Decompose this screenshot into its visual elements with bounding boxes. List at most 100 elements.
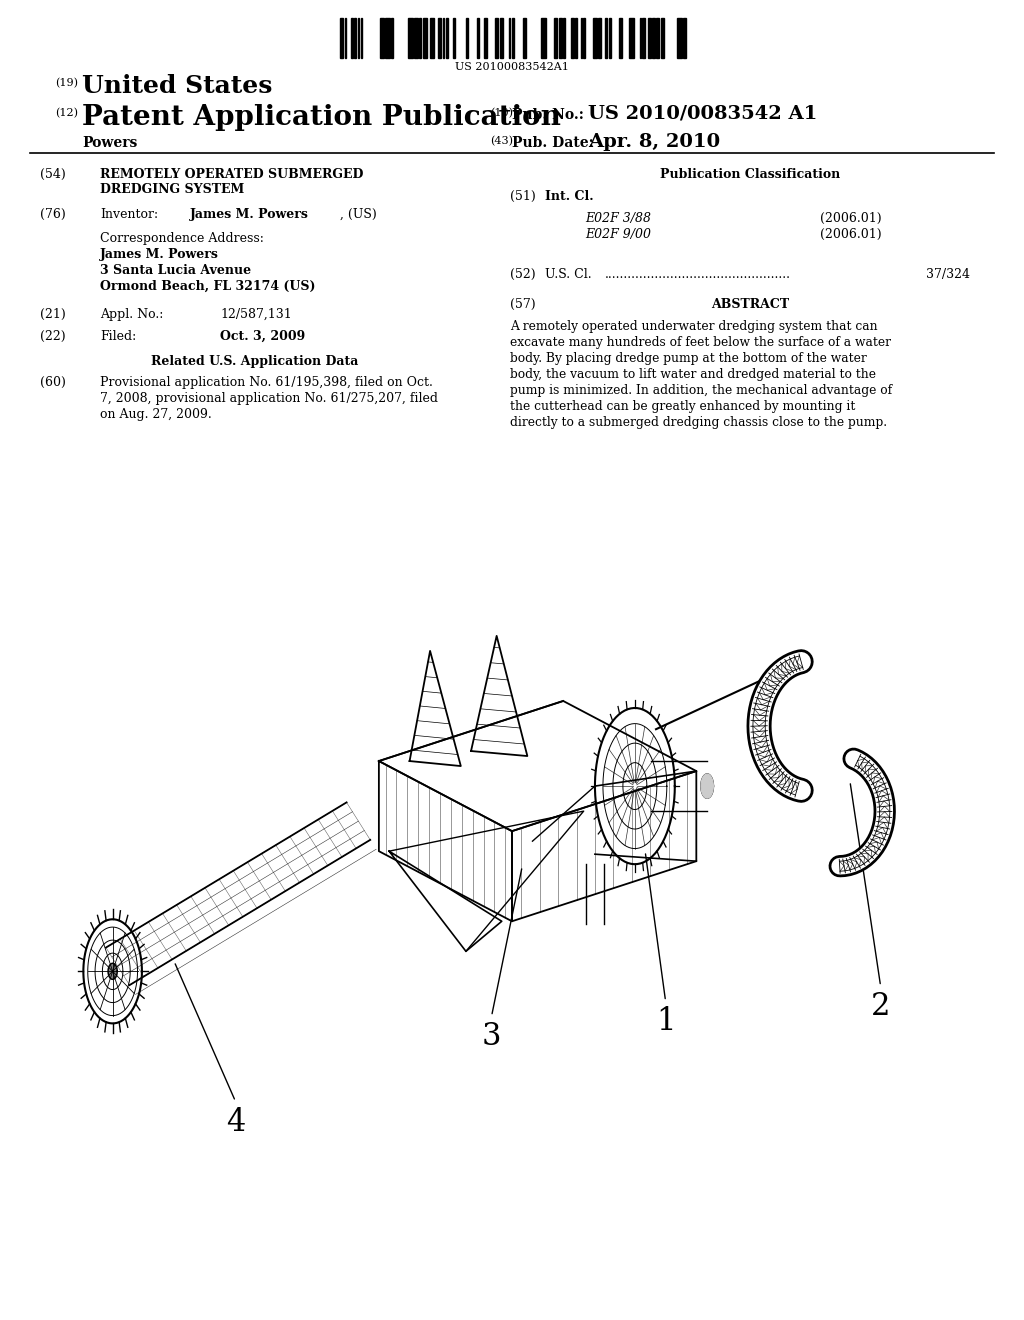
Text: on Aug. 27, 2009.: on Aug. 27, 2009. xyxy=(100,408,212,421)
Bar xyxy=(442,18,444,58)
Text: (22): (22) xyxy=(40,330,66,343)
Text: United States: United States xyxy=(82,74,272,98)
Bar xyxy=(571,18,573,58)
Bar xyxy=(453,18,455,58)
Text: 4: 4 xyxy=(226,1106,245,1138)
Bar xyxy=(445,18,449,58)
Polygon shape xyxy=(109,964,117,979)
Bar xyxy=(483,18,487,58)
Text: 7, 2008, provisional application No. 61/275,207, filed: 7, 2008, provisional application No. 61/… xyxy=(100,392,438,405)
Text: 1: 1 xyxy=(655,1006,676,1038)
Bar xyxy=(677,18,682,58)
Text: REMOTELY OPERATED SUBMERGED: REMOTELY OPERATED SUBMERGED xyxy=(100,168,364,181)
Text: excavate many hundreds of feet below the surface of a water: excavate many hundreds of feet below the… xyxy=(510,337,891,348)
Text: (21): (21) xyxy=(40,308,66,321)
Text: Int. Cl.: Int. Cl. xyxy=(545,190,594,203)
Bar xyxy=(344,18,346,58)
Bar xyxy=(522,18,526,58)
Bar xyxy=(360,18,362,58)
Bar xyxy=(597,18,601,58)
Bar xyxy=(583,18,585,58)
Text: (76): (76) xyxy=(40,209,66,220)
Bar xyxy=(354,18,355,58)
Text: A remotely operated underwater dredging system that can: A remotely operated underwater dredging … xyxy=(510,319,878,333)
Bar xyxy=(554,18,557,58)
Bar xyxy=(581,18,582,58)
Text: the cutterhead can be greatly enhanced by mounting it: the cutterhead can be greatly enhanced b… xyxy=(510,400,855,413)
Bar xyxy=(423,18,427,58)
Text: Publication Classification: Publication Classification xyxy=(659,168,840,181)
Bar xyxy=(476,18,479,58)
Text: DREDGING SYSTEM: DREDGING SYSTEM xyxy=(100,183,245,195)
Text: US 2010/0083542 A1: US 2010/0083542 A1 xyxy=(588,106,817,123)
Bar xyxy=(509,18,510,58)
Text: ABSTRACT: ABSTRACT xyxy=(711,298,790,312)
Bar xyxy=(419,18,421,58)
Text: directly to a submerged dredging chassis close to the pump.: directly to a submerged dredging chassis… xyxy=(510,416,887,429)
Text: 37/324: 37/324 xyxy=(926,268,970,281)
Bar xyxy=(593,18,597,58)
Text: 3 Santa Lucia Avenue: 3 Santa Lucia Avenue xyxy=(100,264,251,277)
Bar xyxy=(390,18,393,58)
Bar xyxy=(466,18,468,58)
Bar xyxy=(575,18,577,58)
Text: 12/587,131: 12/587,131 xyxy=(220,308,292,321)
Text: Ormond Beach, FL 32174 (US): Ormond Beach, FL 32174 (US) xyxy=(100,280,315,293)
Bar xyxy=(357,18,359,58)
Text: Provisional application No. 61/195,398, filed on Oct.: Provisional application No. 61/195,398, … xyxy=(100,376,433,389)
Text: E02F 3/88: E02F 3/88 xyxy=(585,213,651,224)
Text: E02F 9/00: E02F 9/00 xyxy=(585,228,651,242)
Bar xyxy=(656,18,658,58)
Text: (19): (19) xyxy=(55,78,78,88)
Text: (43): (43) xyxy=(490,136,513,147)
Text: Pub. No.:: Pub. No.: xyxy=(512,108,584,121)
Text: Apr. 8, 2010: Apr. 8, 2010 xyxy=(588,133,720,150)
Bar xyxy=(563,18,564,58)
Text: (60): (60) xyxy=(40,376,66,389)
Bar xyxy=(512,18,514,58)
Bar xyxy=(608,18,611,58)
Bar xyxy=(642,18,644,58)
Text: Pub. Date:: Pub. Date: xyxy=(512,136,594,150)
Text: pump is minimized. In addition, the mechanical advantage of: pump is minimized. In addition, the mech… xyxy=(510,384,892,397)
Text: Oct. 3, 2009: Oct. 3, 2009 xyxy=(220,330,305,343)
Bar xyxy=(651,18,655,58)
Text: (51): (51) xyxy=(510,190,536,203)
Bar xyxy=(430,18,433,58)
Text: ................................................: ........................................… xyxy=(605,268,791,281)
Text: body. By placing dredge pump at the bottom of the water: body. By placing dredge pump at the bott… xyxy=(510,352,866,366)
Text: James M. Powers: James M. Powers xyxy=(100,248,219,261)
Text: U.S. Cl.: U.S. Cl. xyxy=(545,268,592,281)
Text: (10): (10) xyxy=(490,108,513,119)
Bar xyxy=(618,18,622,58)
Bar xyxy=(351,18,352,58)
Text: (2006.01): (2006.01) xyxy=(820,213,882,224)
Bar xyxy=(438,18,440,58)
Bar xyxy=(408,18,413,58)
Text: US 20100083542A1: US 20100083542A1 xyxy=(455,62,569,73)
Text: (2006.01): (2006.01) xyxy=(820,228,882,242)
Bar xyxy=(648,18,650,58)
Text: Patent Application Publication: Patent Application Publication xyxy=(82,104,561,131)
Text: 2: 2 xyxy=(870,991,891,1023)
Text: James M. Powers: James M. Powers xyxy=(190,209,309,220)
Bar xyxy=(380,18,384,58)
Text: 3: 3 xyxy=(481,1022,502,1052)
Text: , (US): , (US) xyxy=(340,209,377,220)
Bar xyxy=(604,18,607,58)
Bar xyxy=(640,18,641,58)
Text: (54): (54) xyxy=(40,168,66,181)
Bar xyxy=(558,18,562,58)
Text: Appl. No.:: Appl. No.: xyxy=(100,308,164,321)
Text: (57): (57) xyxy=(510,298,536,312)
Text: body, the vacuum to lift water and dredged material to the: body, the vacuum to lift water and dredg… xyxy=(510,368,876,381)
Bar xyxy=(340,18,342,58)
Text: (12): (12) xyxy=(55,108,78,119)
Bar xyxy=(414,18,418,58)
Text: Powers: Powers xyxy=(82,136,137,150)
Bar xyxy=(500,18,503,58)
Bar xyxy=(541,18,546,58)
Bar xyxy=(683,18,685,58)
Bar xyxy=(384,18,389,58)
Text: (52): (52) xyxy=(510,268,536,281)
